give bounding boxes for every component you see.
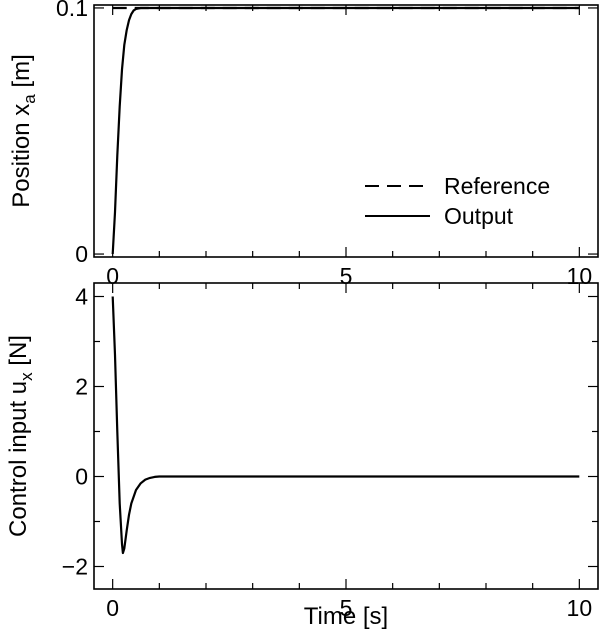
x-axis-label: Time [s]: [304, 603, 388, 629]
y-tick-label: 0: [75, 464, 88, 490]
y-tick-label: 0: [75, 241, 88, 267]
series-line-output: [111, 6, 580, 255]
chart-panel-bottom: 0 5 10 −2 0 2 4 Control input ux [N] Time [s]: [5, 282, 599, 629]
legend-label: Reference: [444, 173, 550, 199]
x-tick-label: 5: [340, 595, 353, 621]
x-tick-label: 0: [106, 595, 119, 621]
plot-frame: [93, 282, 599, 590]
plot-frame: [93, 4, 599, 258]
y-tick-label: 2: [75, 374, 88, 400]
legend-label: Output: [444, 203, 514, 229]
y-axis-label: Control input ux [N]: [5, 335, 36, 537]
y-tick-label: 0.1: [56, 0, 88, 21]
series-line-control: [111, 296, 580, 555]
x-tick-label: 10: [567, 595, 593, 621]
y-tick-label: −2: [62, 554, 88, 580]
y-tick-label: 4: [75, 284, 88, 310]
y-axis-label: Position xa [m]: [8, 54, 39, 208]
